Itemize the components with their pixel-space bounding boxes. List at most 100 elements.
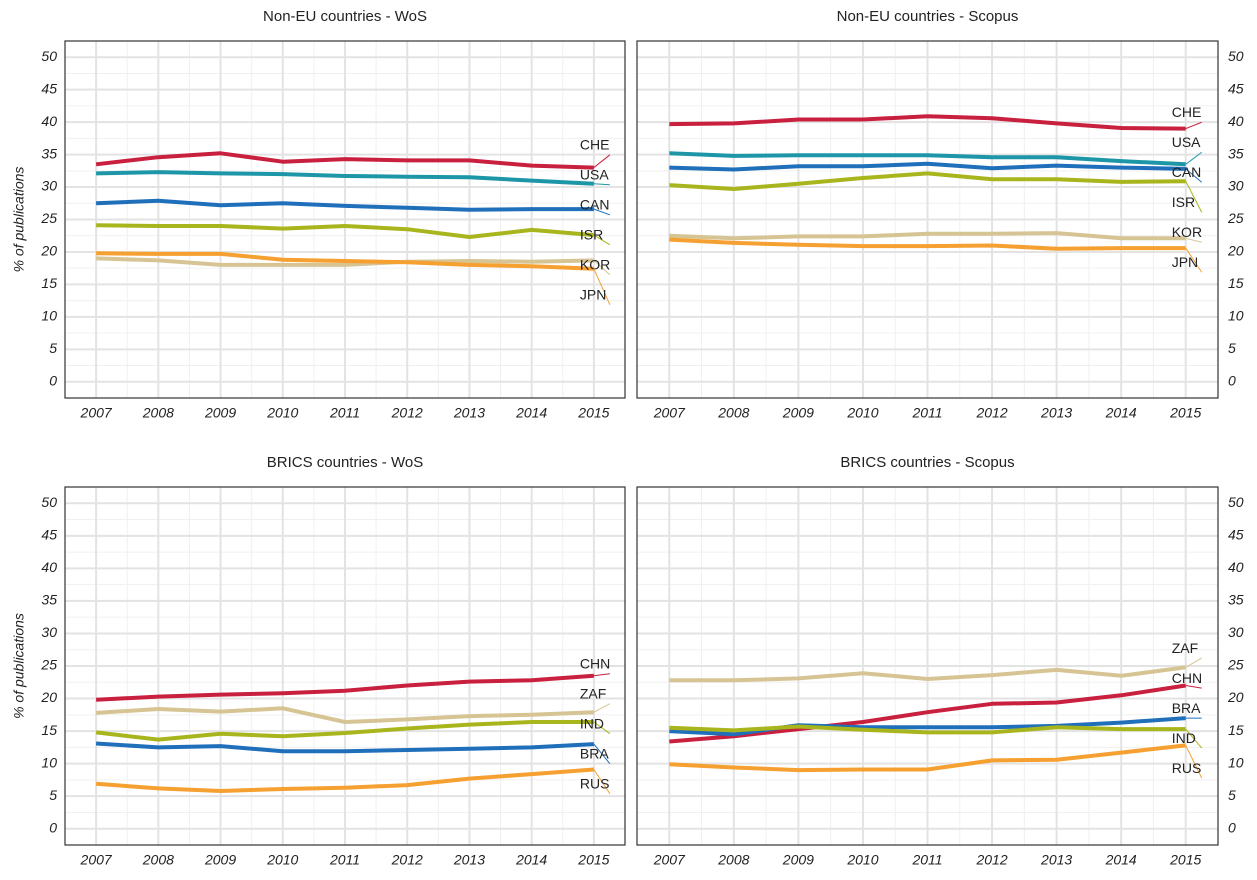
label-leader <box>594 184 610 185</box>
y-tick-label: 15 <box>41 275 57 291</box>
x-tick-label: 2011 <box>329 405 360 421</box>
panel-title: Non-EU countries - Scopus <box>837 8 1019 25</box>
x-tick-label: 2012 <box>391 405 423 421</box>
y-tick-label: 0 <box>1228 819 1236 835</box>
series-label: CHE <box>1172 104 1202 120</box>
label-leader <box>594 674 610 676</box>
series-label: IND <box>1172 730 1196 746</box>
x-tick-label: 2015 <box>577 852 609 868</box>
y-tick-label: 10 <box>41 754 57 770</box>
y-tick-label: 25 <box>40 657 57 673</box>
y-tick-label: 40 <box>41 113 57 129</box>
y-tick-label: 15 <box>1228 275 1244 291</box>
y-tick-label: 35 <box>1228 592 1244 608</box>
y-tick-label: 30 <box>41 178 57 194</box>
series-label: IND <box>580 715 604 731</box>
x-tick-label: 2008 <box>717 405 749 421</box>
y-tick-label: 5 <box>1228 340 1236 356</box>
y-tick-label: 45 <box>1228 80 1244 96</box>
series-label: KOR <box>580 257 610 273</box>
x-tick-label: 2007 <box>80 405 113 421</box>
y-tick-label: 50 <box>1228 48 1244 64</box>
y-axis-label: % of publications <box>11 167 27 273</box>
y-tick-label: 45 <box>41 527 57 543</box>
y-tick-label: 15 <box>41 722 57 738</box>
y-tick-label: 50 <box>41 48 57 64</box>
y-axis-label: % of publications <box>11 613 27 719</box>
panel: Non-EU countries - WoS051015202530354045… <box>11 8 625 421</box>
x-tick-label: 2011 <box>911 405 942 421</box>
series-label: BRA <box>1172 700 1201 716</box>
x-tick-label: 2007 <box>653 405 686 421</box>
series-label: ISR <box>1172 194 1195 210</box>
y-tick-label: 40 <box>1228 113 1244 129</box>
series-label: USA <box>580 167 609 183</box>
y-tick-label: 0 <box>49 819 57 835</box>
x-tick-label: 2009 <box>782 852 814 868</box>
label-leader <box>594 704 610 713</box>
x-tick-label: 2012 <box>975 405 1007 421</box>
y-tick-label: 20 <box>40 243 57 259</box>
x-tick-label: 2011 <box>329 852 360 868</box>
series-label: KOR <box>1172 224 1202 240</box>
label-leader <box>1186 122 1202 128</box>
series-label: RUS <box>1172 760 1202 776</box>
x-tick-label: 2012 <box>391 852 423 868</box>
x-tick-label: 2014 <box>1105 405 1137 421</box>
series-label: JPN <box>1172 254 1198 270</box>
y-tick-label: 45 <box>41 80 57 96</box>
x-tick-label: 2010 <box>266 852 298 868</box>
y-tick-label: 40 <box>1228 559 1244 575</box>
y-tick-label: 50 <box>41 494 57 510</box>
y-tick-label: 0 <box>49 372 57 388</box>
series-label: USA <box>1172 134 1201 150</box>
series-label: ZAF <box>1172 640 1198 656</box>
x-tick-label: 2010 <box>266 405 298 421</box>
y-tick-label: 20 <box>1227 243 1244 259</box>
x-tick-label: 2013 <box>1040 405 1072 421</box>
y-tick-label: 35 <box>1228 145 1244 161</box>
y-tick-label: 50 <box>1228 494 1244 510</box>
x-tick-label: 2013 <box>453 852 485 868</box>
x-tick-label: 2010 <box>846 852 878 868</box>
series-label: CHN <box>580 655 610 671</box>
y-tick-label: 30 <box>41 624 57 640</box>
series-label: CHN <box>1172 670 1202 686</box>
x-tick-label: 2012 <box>975 852 1007 868</box>
y-tick-label: 10 <box>1228 308 1244 324</box>
panel-title: Non-EU countries - WoS <box>263 8 427 25</box>
y-tick-label: 25 <box>1227 657 1244 673</box>
x-tick-label: 2008 <box>717 852 749 868</box>
y-tick-label: 0 <box>1228 372 1236 388</box>
y-tick-label: 45 <box>1228 527 1244 543</box>
x-tick-label: 2007 <box>80 852 113 868</box>
x-tick-label: 2008 <box>142 405 174 421</box>
x-tick-label: 2015 <box>1169 852 1201 868</box>
x-tick-label: 2009 <box>782 405 814 421</box>
x-tick-label: 2009 <box>204 852 236 868</box>
y-tick-label: 5 <box>49 787 57 803</box>
y-tick-label: 25 <box>40 210 57 226</box>
series-label: ZAF <box>580 685 606 701</box>
x-tick-label: 2014 <box>515 405 547 421</box>
series-label: CAN <box>1172 164 1202 180</box>
series-label: CAN <box>580 197 610 213</box>
x-tick-label: 2009 <box>204 405 236 421</box>
y-tick-label: 20 <box>40 689 57 705</box>
x-tick-label: 2013 <box>1040 852 1072 868</box>
x-tick-label: 2010 <box>846 405 878 421</box>
x-tick-label: 2014 <box>515 852 547 868</box>
panel-title: BRICS countries - WoS <box>267 454 423 471</box>
x-tick-label: 2011 <box>911 852 942 868</box>
x-tick-label: 2008 <box>142 852 174 868</box>
y-tick-label: 5 <box>49 340 57 356</box>
y-tick-label: 40 <box>41 559 57 575</box>
x-tick-label: 2013 <box>453 405 485 421</box>
label-leader <box>1186 686 1202 689</box>
x-tick-label: 2014 <box>1105 852 1137 868</box>
y-tick-label: 35 <box>41 592 57 608</box>
panel: BRICS countries - Scopus0510152025303540… <box>637 454 1244 868</box>
y-tick-label: 25 <box>1227 210 1244 226</box>
series-label: BRA <box>580 745 609 761</box>
